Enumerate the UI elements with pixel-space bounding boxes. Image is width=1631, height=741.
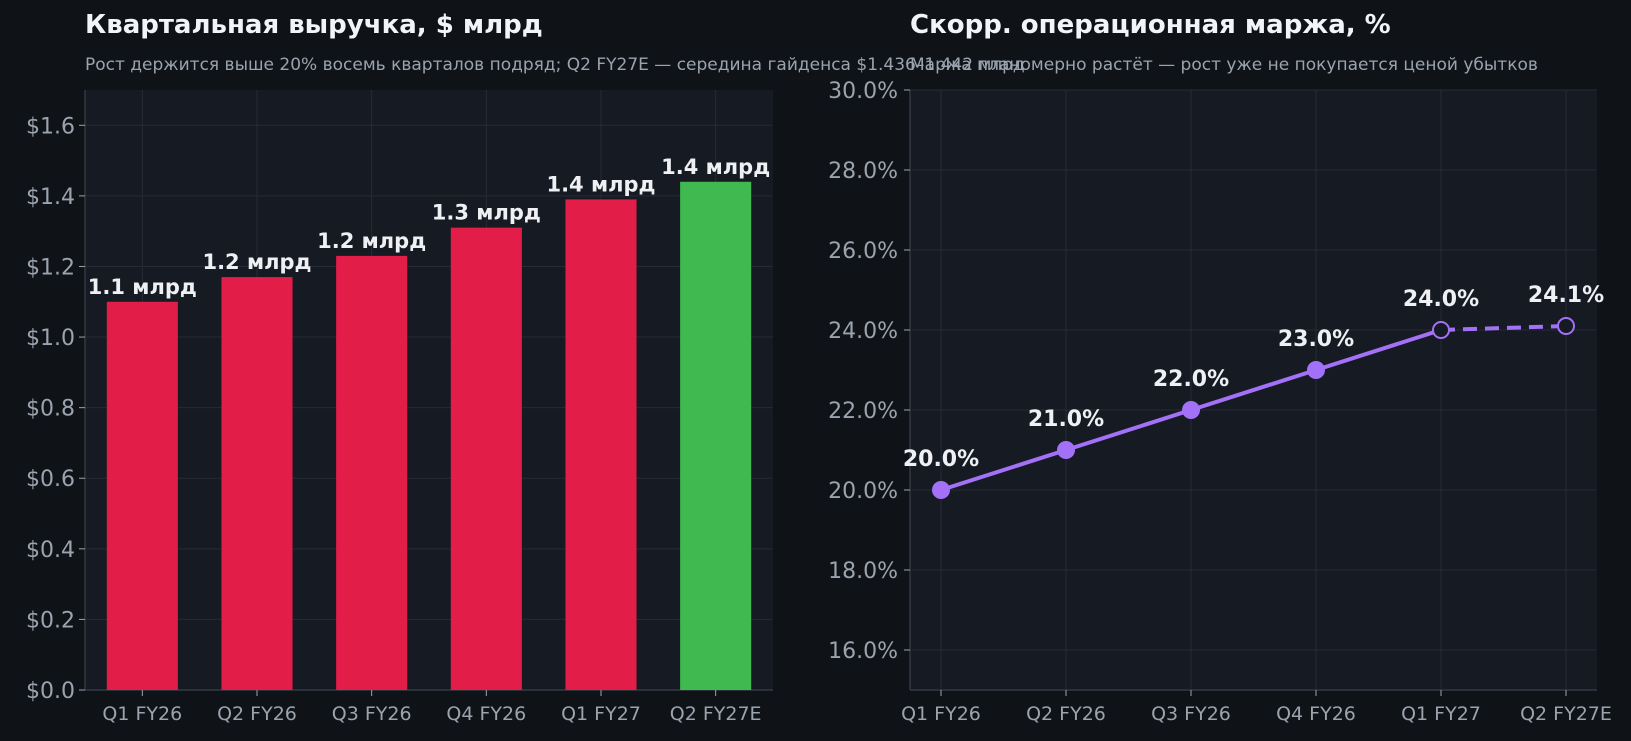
margin-y-tick-label: 26.0% [828,239,898,264]
revenue-y-tick-label: $0.2 [26,608,75,633]
margin-y-tick-label: 20.0% [828,479,898,504]
revenue-data-label: 1.2 млрд [317,229,426,253]
margin-data-label: 20.0% [903,447,979,472]
revenue-x-tick-label: Q3 FY26 [332,703,412,725]
revenue-x-tick-label: Q1 FY26 [102,703,182,725]
margin-x-tick-label: Q2 FY26 [1026,703,1106,725]
margin-chart-title: Скорр. операционная маржа, % [910,10,1391,40]
margin-y-tick-label: 22.0% [828,399,898,424]
revenue-data-label: 1.4 млрд [546,172,655,196]
margin-x-tick-label: Q2 FY27E [1520,703,1612,725]
revenue-bar [450,227,522,690]
margin-x-tick-label: Q1 FY27 [1401,703,1481,725]
revenue-y-tick-label: $1.4 [26,185,75,210]
margin-data-label: 21.0% [1028,407,1104,432]
revenue-data-label: 1.1 млрд [88,275,197,299]
revenue-chart-subtitle: Рост держится выше 20% восемь кварталов … [85,55,1025,75]
margin-y-tick-label: 18.0% [828,559,898,584]
margin-x-tick-label: Q4 FY26 [1276,703,1356,725]
revenue-y-tick-label: $1.6 [26,114,75,139]
revenue-data-label: 1.4 млрд [661,155,770,179]
revenue-bar [106,301,178,690]
margin-data-point [1307,361,1325,379]
revenue-bar [221,277,293,690]
revenue-y-tick-label: $0.6 [26,467,75,492]
revenue-y-tick-label: $0.4 [26,538,75,563]
margin-y-tick-label: 24.0% [828,319,898,344]
margin-data-point [1182,401,1200,419]
revenue-y-tick-label: $1.0 [26,326,75,351]
revenue-x-tick-label: Q2 FY26 [217,703,297,725]
revenue-bar [565,199,637,691]
revenue-x-tick-label: Q1 FY27 [561,703,641,725]
margin-data-label: 24.0% [1403,287,1479,312]
revenue-x-tick-label: Q2 FY27E [670,703,762,725]
margin-data-label: 23.0% [1278,327,1354,352]
margin-data-point [932,481,950,499]
margin-data-point [1432,321,1450,339]
margin-x-tick-label: Q1 FY26 [901,703,981,725]
revenue-chart-title: Квартальная выручка, $ млрд [85,10,543,40]
margin-x-tick-label: Q3 FY26 [1151,703,1231,725]
margin-y-tick-label: 16.0% [828,639,898,664]
revenue-bar [680,181,752,690]
revenue-y-tick-label: $1.2 [26,255,75,280]
margin-data-label: 24.1% [1528,283,1604,308]
margin-chart-subtitle: Маржа планомерно растёт — рост уже не по… [910,55,1538,75]
revenue-data-label: 1.3 млрд [432,201,541,225]
revenue-y-tick-label: $0.8 [26,397,75,422]
revenue-x-tick-label: Q4 FY26 [446,703,526,725]
margin-data-label: 22.0% [1153,367,1229,392]
revenue-data-label: 1.2 млрд [202,250,311,274]
margin-data-point [1057,441,1075,459]
margin-data-point [1557,317,1575,335]
margin-y-tick-label: 30.0% [828,79,898,104]
revenue-bar-chart: $0.0 $0.2 $0.4 $0.6 $0.8 $1.0 $1.2 $1.4 $1.6 1.1 … [26,90,773,725]
margin-y-tick-label: 28.0% [828,159,898,184]
revenue-plot-area [85,90,773,690]
revenue-bar [336,255,408,690]
revenue-y-tick-label: $0.0 [26,679,75,704]
